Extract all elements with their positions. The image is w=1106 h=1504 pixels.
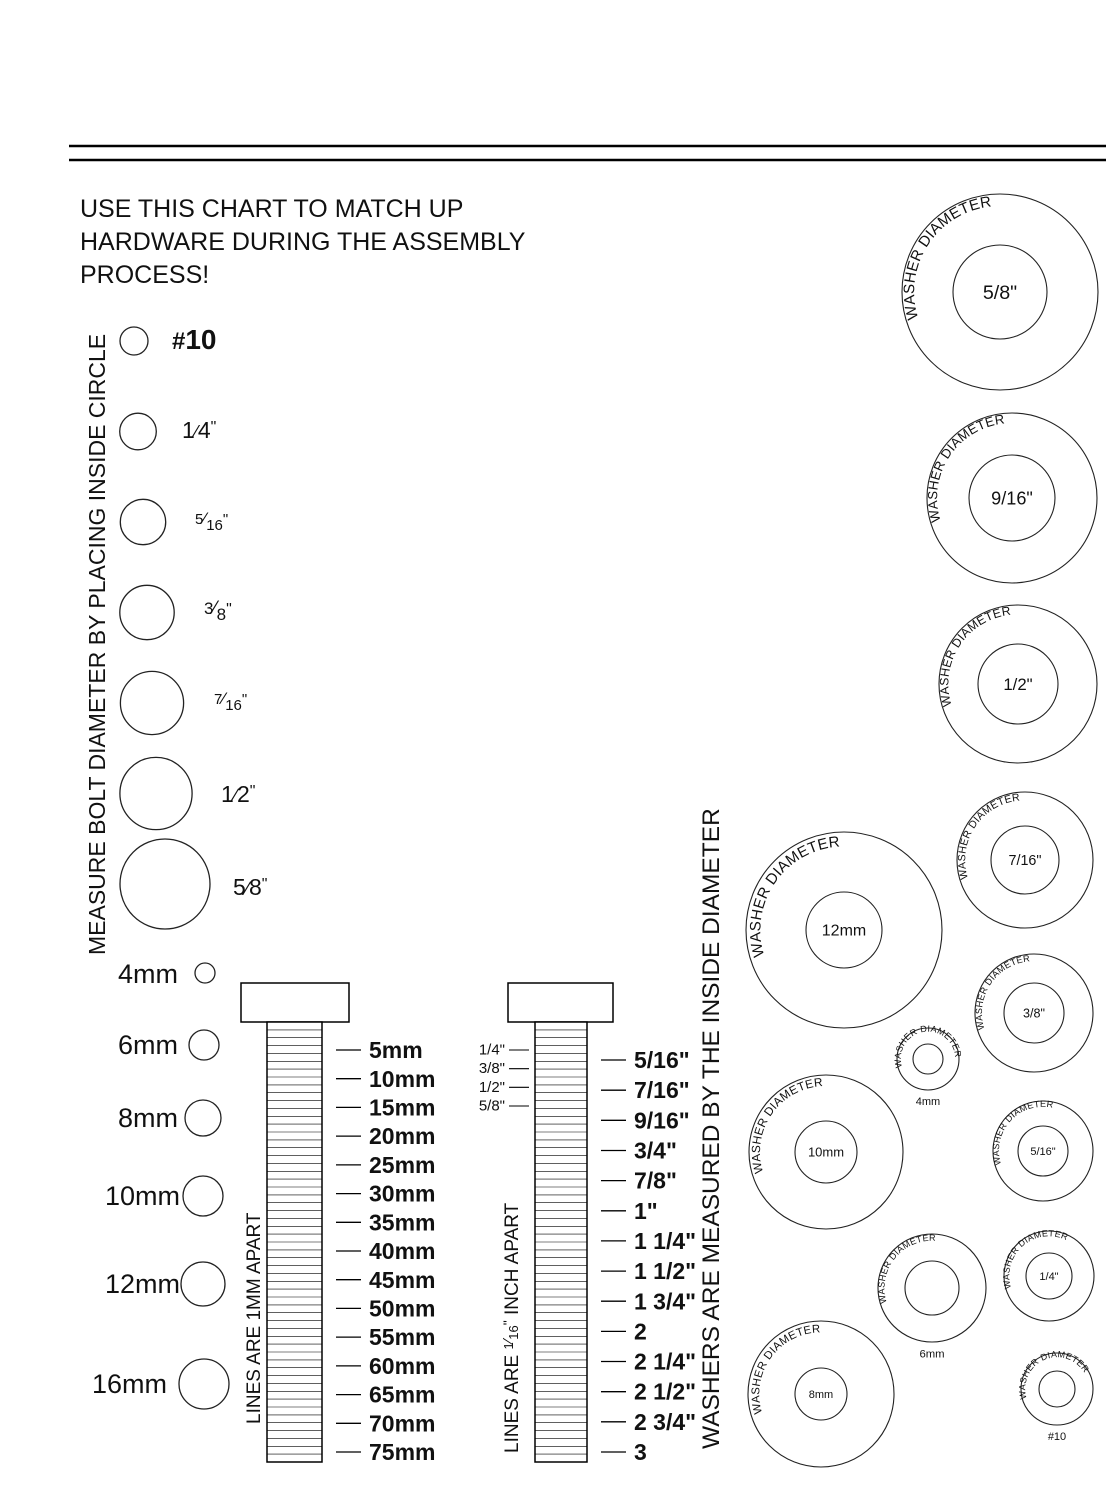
svg-text:LINES ARE 1MM APART: LINES ARE 1MM APART bbox=[244, 1212, 265, 1424]
svg-text:3/8": 3/8" bbox=[479, 1060, 505, 1077]
svg-text:WASHER DIAMETER: WASHER DIAMETER bbox=[749, 1075, 824, 1175]
svg-text:10mm: 10mm bbox=[369, 1066, 435, 1092]
svg-text:15mm: 15mm bbox=[369, 1095, 435, 1121]
svg-text:1/2": 1/2" bbox=[1003, 675, 1032, 694]
svg-text:5/8": 5/8" bbox=[479, 1098, 505, 1115]
svg-text:16mm: 16mm bbox=[92, 1369, 167, 1399]
svg-text:6mm: 6mm bbox=[919, 1348, 944, 1360]
svg-text:1/4": 1/4" bbox=[479, 1042, 505, 1059]
svg-text:WASHER DIAMETER: WASHER DIAMETER bbox=[750, 1323, 821, 1415]
svg-text:40mm: 40mm bbox=[369, 1238, 435, 1264]
svg-text:65mm: 65mm bbox=[369, 1382, 435, 1408]
svg-text:7/16": 7/16" bbox=[634, 1077, 690, 1103]
svg-text:8mm: 8mm bbox=[809, 1389, 833, 1401]
svg-text:WASHER DIAMETER: WASHER DIAMETER bbox=[892, 1023, 963, 1068]
svg-text:WASHER DIAMETER: WASHER DIAMETER bbox=[1001, 1228, 1070, 1290]
svg-text:30mm: 30mm bbox=[369, 1181, 435, 1207]
svg-text:4mm: 4mm bbox=[916, 1096, 940, 1108]
svg-text:9/16": 9/16" bbox=[634, 1107, 690, 1133]
svg-text:5⁄16": 5⁄16" bbox=[195, 509, 228, 534]
svg-text:75mm: 75mm bbox=[369, 1439, 435, 1465]
svg-text:1 1/4": 1 1/4" bbox=[634, 1228, 696, 1254]
svg-text:5⁄8": 5⁄8" bbox=[233, 874, 267, 900]
svg-text:35mm: 35mm bbox=[369, 1209, 435, 1235]
svg-text:9/16": 9/16" bbox=[991, 488, 1033, 508]
svg-text:4mm: 4mm bbox=[118, 959, 178, 989]
svg-text:1⁄2": 1⁄2" bbox=[221, 781, 255, 807]
svg-text:7/16": 7/16" bbox=[1009, 853, 1042, 869]
svg-text:7/8": 7/8" bbox=[634, 1168, 677, 1194]
svg-text:#10: #10 bbox=[1048, 1431, 1066, 1443]
svg-text:PROCESS!: PROCESS! bbox=[80, 261, 209, 289]
svg-text:3: 3 bbox=[634, 1439, 647, 1465]
svg-text:3/4": 3/4" bbox=[634, 1138, 677, 1164]
svg-text:5/8": 5/8" bbox=[983, 282, 1017, 304]
svg-text:WASHERS ARE MEASURED BY THE IN: WASHERS ARE MEASURED BY THE INSIDE DIAME… bbox=[698, 808, 725, 1449]
svg-text:60mm: 60mm bbox=[369, 1353, 435, 1379]
svg-text:1": 1" bbox=[634, 1198, 658, 1224]
svg-text:5mm: 5mm bbox=[369, 1037, 423, 1063]
svg-text:50mm: 50mm bbox=[369, 1296, 435, 1322]
svg-text:55mm: 55mm bbox=[369, 1324, 435, 1350]
svg-text:1/2": 1/2" bbox=[479, 1079, 505, 1096]
svg-text:12mm: 12mm bbox=[105, 1269, 180, 1299]
svg-text:#10: #10 bbox=[172, 324, 217, 355]
svg-text:3/8": 3/8" bbox=[1023, 1006, 1045, 1020]
svg-text:7⁄16": 7⁄16" bbox=[214, 689, 247, 714]
svg-text:6mm: 6mm bbox=[118, 1030, 178, 1060]
svg-text:WASHER DIAMETER: WASHER DIAMETER bbox=[1017, 1349, 1091, 1400]
svg-text:2 3/4": 2 3/4" bbox=[634, 1409, 696, 1435]
svg-text:3⁄8": 3⁄8" bbox=[204, 598, 232, 624]
svg-text:8mm: 8mm bbox=[118, 1103, 178, 1133]
svg-text:1⁄4": 1⁄4" bbox=[182, 417, 216, 443]
svg-text:25mm: 25mm bbox=[369, 1152, 435, 1178]
svg-text:10mm: 10mm bbox=[105, 1181, 180, 1211]
svg-text:5/16": 5/16" bbox=[1030, 1146, 1055, 1158]
svg-text:LINES ARE 1⁄16" INCH APART: LINES ARE 1⁄16" INCH APART bbox=[500, 1202, 523, 1453]
svg-text:1 3/4": 1 3/4" bbox=[634, 1288, 696, 1314]
svg-text:10mm: 10mm bbox=[808, 1145, 844, 1160]
svg-text:WASHER DIAMETER: WASHER DIAMETER bbox=[937, 604, 1012, 708]
svg-text:1 1/2": 1 1/2" bbox=[634, 1258, 696, 1284]
svg-text:2 1/2": 2 1/2" bbox=[634, 1379, 696, 1405]
svg-text:2 1/4": 2 1/4" bbox=[634, 1349, 696, 1375]
svg-text:USE THIS CHART TO MATCH UP: USE THIS CHART TO MATCH UP bbox=[80, 195, 463, 223]
svg-text:45mm: 45mm bbox=[369, 1267, 435, 1293]
svg-text:WASHER DIAMETER: WASHER DIAMETER bbox=[901, 193, 993, 321]
svg-text:70mm: 70mm bbox=[369, 1410, 435, 1436]
svg-text:5/16": 5/16" bbox=[634, 1047, 690, 1073]
svg-text:20mm: 20mm bbox=[369, 1123, 435, 1149]
svg-text:WASHER DIAMETER: WASHER DIAMETER bbox=[876, 1233, 936, 1305]
svg-text:MEASURE BOLT DIAMETER BY PLACI: MEASURE BOLT DIAMETER BY PLACING INSIDE … bbox=[84, 334, 110, 955]
svg-text:2: 2 bbox=[634, 1318, 647, 1344]
svg-text:1/4": 1/4" bbox=[1039, 1271, 1058, 1283]
svg-text:HARDWARE DURING THE ASSEMBLY: HARDWARE DURING THE ASSEMBLY bbox=[80, 228, 526, 256]
svg-text:12mm: 12mm bbox=[822, 923, 866, 940]
